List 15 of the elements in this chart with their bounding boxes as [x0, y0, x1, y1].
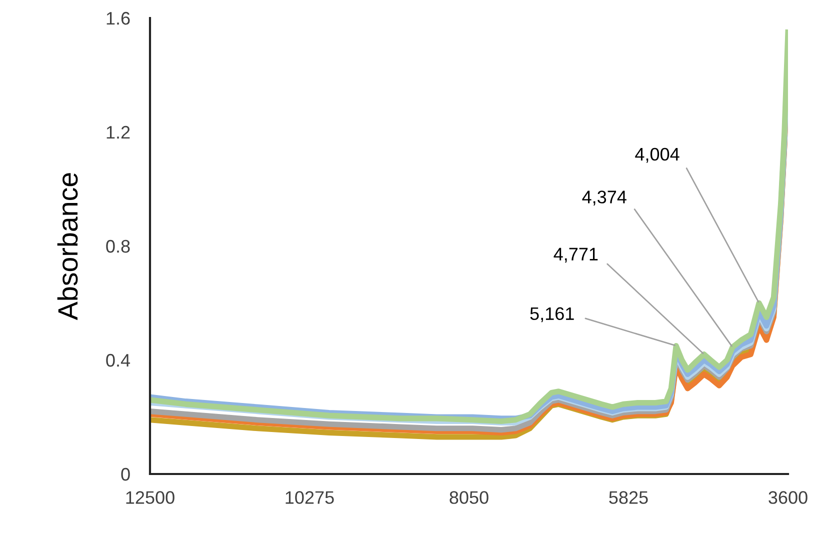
x-tick-label: 10275 — [286, 491, 334, 504]
y-tick-label: 1.2 — [106, 126, 130, 139]
annotation: 4,004 — [635, 148, 680, 163]
y-tick-label: 0.4 — [106, 354, 130, 367]
annotation: 4,771 — [554, 248, 598, 263]
y-tick-label: 1.6 — [106, 12, 130, 25]
annotation: 5,161 — [530, 307, 574, 322]
x-tick-label: 12500 — [126, 491, 174, 504]
y-tick-label: 0.8 — [106, 240, 130, 253]
annotation: 4,374 — [582, 190, 626, 206]
x-tick-label: 8050 — [450, 491, 488, 504]
y-tick-label: 0 — [121, 468, 130, 481]
x-tick-label: 3600 — [768, 491, 808, 504]
y-axis-title: Absorbance — [57, 173, 78, 320]
x-tick-label: 5825 — [609, 491, 648, 504]
